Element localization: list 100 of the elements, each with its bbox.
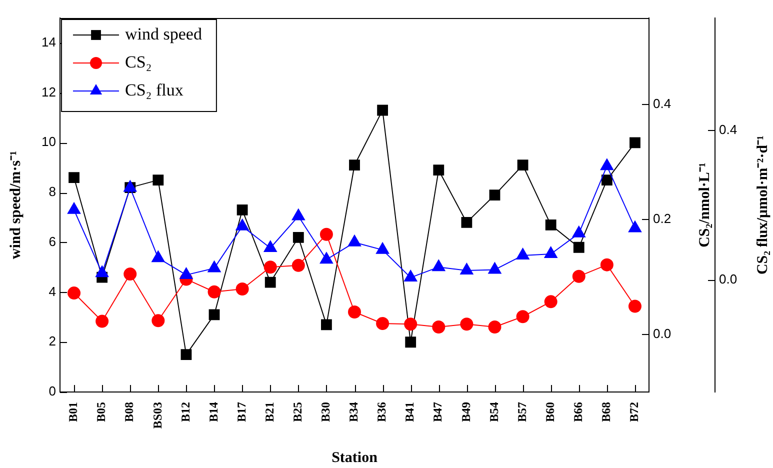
x-tick-label: BS03 <box>150 402 164 429</box>
x-tick-label: B68 <box>599 402 614 422</box>
point <box>68 172 80 184</box>
point <box>320 252 334 264</box>
x-tick-label: B36 <box>374 402 389 422</box>
x-tick-label: B41 <box>402 402 417 422</box>
x-tick-label: B54 <box>486 402 501 422</box>
point <box>264 240 277 252</box>
x-tick-label: B25 <box>290 402 304 422</box>
point <box>573 242 584 253</box>
point <box>68 286 81 300</box>
point <box>264 260 277 274</box>
x-tick-label: B30 <box>318 402 333 422</box>
point <box>96 314 109 328</box>
point <box>517 160 528 171</box>
x-tick-label: B57 <box>514 402 529 422</box>
x-tick-label: B72 <box>627 402 642 422</box>
legend-label: wind speed <box>125 24 202 44</box>
point <box>292 232 304 243</box>
point <box>544 246 558 258</box>
x-tick-label: B21 <box>262 402 276 422</box>
x-tick-label: B49 <box>458 402 473 422</box>
point <box>208 309 220 320</box>
point <box>489 190 500 200</box>
y-tick-label: 0 <box>48 384 56 399</box>
y-tick-label: 10 <box>42 134 56 150</box>
point <box>432 260 446 272</box>
point <box>460 262 474 274</box>
point <box>433 164 444 176</box>
y-axis-title: wind speed/m·s⁻¹ <box>8 150 24 260</box>
point <box>460 318 474 331</box>
x-tick-label: B14 <box>206 402 220 422</box>
legend-label: CS₂ <box>125 52 152 72</box>
y2-tick-label: 0.4 <box>653 96 672 111</box>
x-tick-label: B08 <box>122 402 136 422</box>
x-tick-label: B34 <box>346 402 361 422</box>
point <box>516 248 530 260</box>
point <box>349 160 360 171</box>
point <box>292 208 305 220</box>
point <box>488 262 502 274</box>
point <box>124 268 137 281</box>
point <box>628 220 642 232</box>
point <box>67 202 81 214</box>
y3-tick-label: 0.4 <box>719 122 738 137</box>
y-tick-label: 8 <box>48 184 56 200</box>
y-tick-label: 6 <box>48 234 56 249</box>
point <box>545 219 556 230</box>
legend-label: CS₂ flux <box>125 80 184 100</box>
point <box>572 226 586 238</box>
point <box>180 349 192 360</box>
x-axis-title: Station <box>332 450 378 466</box>
point <box>572 270 586 283</box>
x-tick-label: B66 <box>570 402 585 422</box>
point <box>628 300 642 313</box>
point <box>488 320 502 334</box>
point <box>544 295 558 308</box>
point <box>208 285 221 298</box>
y-tick-label: 4 <box>48 284 56 299</box>
y2-tick-label: 0.0 <box>653 326 672 342</box>
point <box>376 242 390 254</box>
point <box>461 217 472 228</box>
point <box>600 258 614 272</box>
x-tick-label: B05 <box>94 402 108 422</box>
y-tick-label: 2 <box>48 334 56 349</box>
point <box>152 314 165 328</box>
y-tick-label: 12 <box>42 84 56 100</box>
point <box>516 310 530 324</box>
point <box>377 104 388 116</box>
y3-tick-label: 0.0 <box>719 271 738 286</box>
point <box>601 174 612 186</box>
point <box>152 174 164 186</box>
point <box>321 319 332 330</box>
point <box>264 276 276 288</box>
point <box>152 250 165 262</box>
point <box>96 266 109 278</box>
point <box>404 318 418 331</box>
point <box>236 282 249 296</box>
x-tick-label: B47 <box>430 402 445 422</box>
point <box>236 204 248 216</box>
point <box>404 270 418 282</box>
y2-tick-label: 0.2 <box>653 210 672 226</box>
y3-axis-title: CS₂ flux/μmol·m⁻²·d⁻¹ <box>754 135 771 275</box>
x-tick-label: B60 <box>542 402 557 422</box>
point <box>292 258 305 272</box>
point <box>405 336 416 348</box>
point <box>180 267 193 279</box>
x-tick-label: B12 <box>178 402 192 422</box>
y-tick-label: 14 <box>42 34 56 50</box>
point <box>376 317 390 330</box>
x-tick-label: B17 <box>234 402 248 422</box>
point <box>432 320 446 334</box>
point <box>208 260 221 272</box>
point <box>348 306 361 319</box>
point <box>348 234 362 246</box>
point <box>600 158 614 170</box>
point <box>320 228 333 241</box>
x-tick-label: B01 <box>66 402 80 422</box>
point <box>236 218 249 230</box>
y2-axis-title: CS₂/nmol·L⁻¹ <box>696 162 713 248</box>
point <box>630 137 640 148</box>
